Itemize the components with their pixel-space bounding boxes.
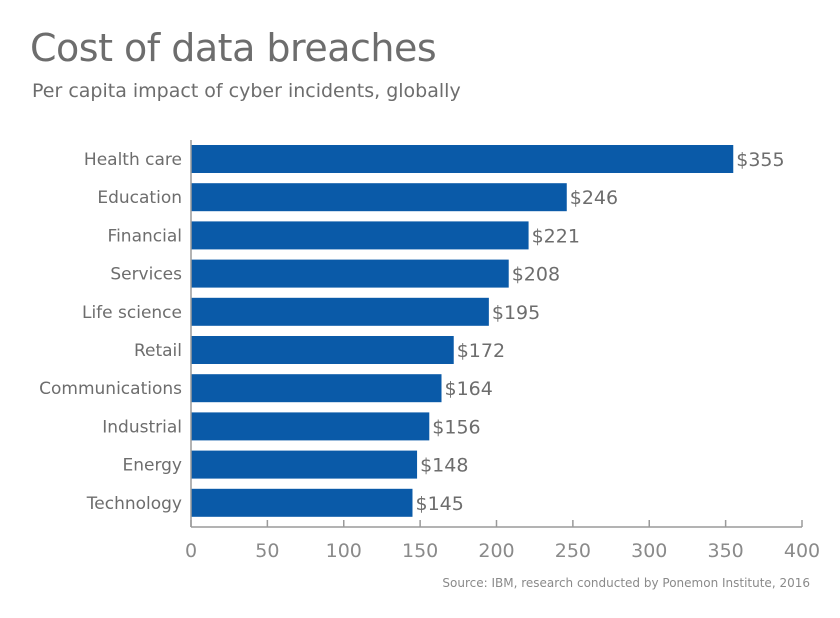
value-label-financial: $221: [532, 225, 580, 247]
x-tick-label-300: 300: [631, 540, 667, 562]
axes-group: [190, 140, 803, 528]
bars-group: [191, 145, 734, 517]
bar-life-science: [191, 297, 489, 326]
x-tick-label-250: 250: [555, 540, 591, 562]
category-label-services: Services: [110, 265, 182, 285]
x-tick-label-150: 150: [402, 540, 438, 562]
value-label-communications: $164: [445, 378, 493, 400]
source-note: Source: IBM, research conducted by Ponem…: [442, 576, 810, 590]
labels-group: Health care $355 Education $246 Financial $22…: [39, 149, 820, 562]
value-label-retail: $172: [457, 340, 505, 362]
value-label-industrial: $156: [432, 416, 480, 438]
category-label-life-science: Life science: [82, 303, 182, 323]
value-label-energy: $148: [420, 455, 468, 477]
bar-industrial: [191, 412, 430, 441]
category-label-health-care: Health care: [84, 150, 182, 170]
value-label-education: $246: [570, 187, 618, 209]
x-tick-label-100: 100: [326, 540, 362, 562]
category-label-retail: Retail: [134, 341, 182, 361]
bar-retail: [191, 336, 454, 364]
x-tick-label-400: 400: [784, 540, 820, 562]
x-tick-label-200: 200: [478, 540, 514, 562]
value-label-technology: $145: [415, 493, 463, 515]
bar-communications: [191, 374, 442, 403]
bar-energy: [191, 450, 418, 479]
bar-technology: [191, 488, 413, 517]
value-label-services: $208: [512, 264, 560, 286]
value-label-life-science: $195: [492, 302, 540, 324]
value-label-health-care: $355: [736, 149, 784, 171]
category-label-education: Education: [97, 188, 182, 208]
category-label-technology: Technology: [86, 494, 182, 514]
chart-title: Cost of data breaches: [30, 26, 437, 70]
category-label-communications: Communications: [39, 379, 182, 399]
category-label-energy: Energy: [122, 456, 182, 476]
bar-services: [191, 259, 509, 288]
bar-health-care: [191, 145, 734, 173]
bar-education: [191, 183, 567, 212]
x-tick-label-350: 350: [707, 540, 743, 562]
chart-subtitle: Per capita impact of cyber incidents, gl…: [32, 80, 461, 102]
bar-financial: [191, 221, 529, 250]
category-label-financial: Financial: [108, 226, 182, 246]
category-label-industrial: Industrial: [102, 417, 182, 437]
x-tick-label-0: 0: [185, 540, 197, 562]
x-tick-label-50: 50: [255, 540, 279, 562]
